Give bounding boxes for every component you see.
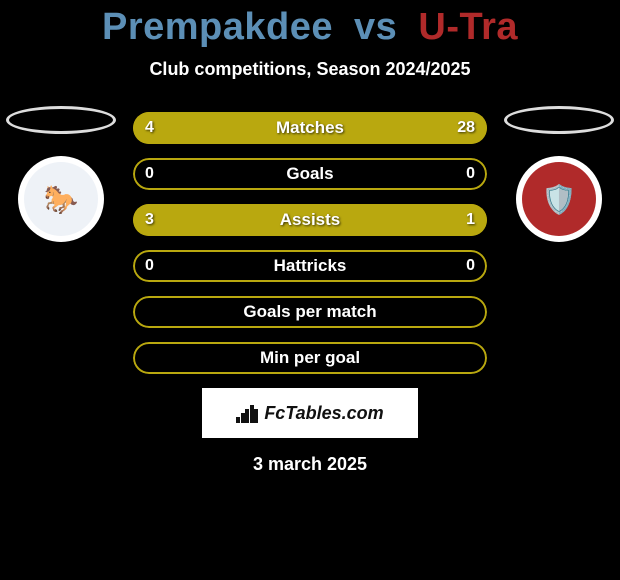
ellipse-right (504, 106, 614, 134)
stat-row: Assists 3 1 (133, 204, 487, 236)
stat-value-a: 0 (145, 257, 154, 275)
stat-value-b: 28 (457, 119, 475, 137)
stat-row: Goals 0 0 (133, 158, 487, 190)
stat-label: Goals per match (243, 302, 376, 322)
team-b-logo-inner: 🛡️ (522, 162, 596, 236)
stat-value-a: 4 (145, 119, 154, 137)
stat-value-a: 3 (145, 211, 154, 229)
stat-value-a: 0 (145, 165, 154, 183)
stat-row: Min per goal (133, 342, 487, 374)
stat-label: Hattricks (274, 256, 347, 276)
ellipse-left (6, 106, 116, 134)
stat-label: Assists (280, 210, 340, 230)
stat-label: Matches (276, 118, 344, 138)
stat-bars: Matches428Goals00Assists31Hattricks00Goa… (133, 112, 487, 374)
stat-value-b: 1 (466, 211, 475, 229)
stat-value-b: 0 (466, 165, 475, 183)
stat-label: Goals (286, 164, 333, 184)
team-a-logo: 🐎 (18, 156, 104, 242)
vs-separator: vs (354, 6, 397, 48)
brand-text: FcTables.com (264, 403, 383, 424)
stat-row: Matches 4 28 (133, 112, 487, 144)
stat-label: Min per goal (260, 348, 360, 368)
footer-date: 3 march 2025 (0, 454, 620, 475)
stat-row: Hattricks 0 0 (133, 250, 487, 282)
page-title: Prempakdee vs U-Tra (0, 0, 620, 49)
player-a-name: Prempakdee (102, 6, 333, 48)
stat-fill-a (133, 204, 399, 236)
stat-row: Goals per match (133, 296, 487, 328)
player-b-name: U-Tra (418, 6, 518, 48)
brand-box: FcTables.com (202, 388, 418, 438)
team-b-logo: 🛡️ (516, 156, 602, 242)
team-a-logo-inner: 🐎 (24, 162, 98, 236)
stat-value-b: 0 (466, 257, 475, 275)
stat-fill-a (133, 112, 177, 144)
barchart-icon (236, 403, 258, 423)
comparison-stage: 🐎 🛡️ Matches 4 28 Goals 0 0 Assists 3 1 Hattricks… (0, 112, 620, 475)
subtitle: Club competitions, Season 2024/2025 (0, 59, 620, 80)
